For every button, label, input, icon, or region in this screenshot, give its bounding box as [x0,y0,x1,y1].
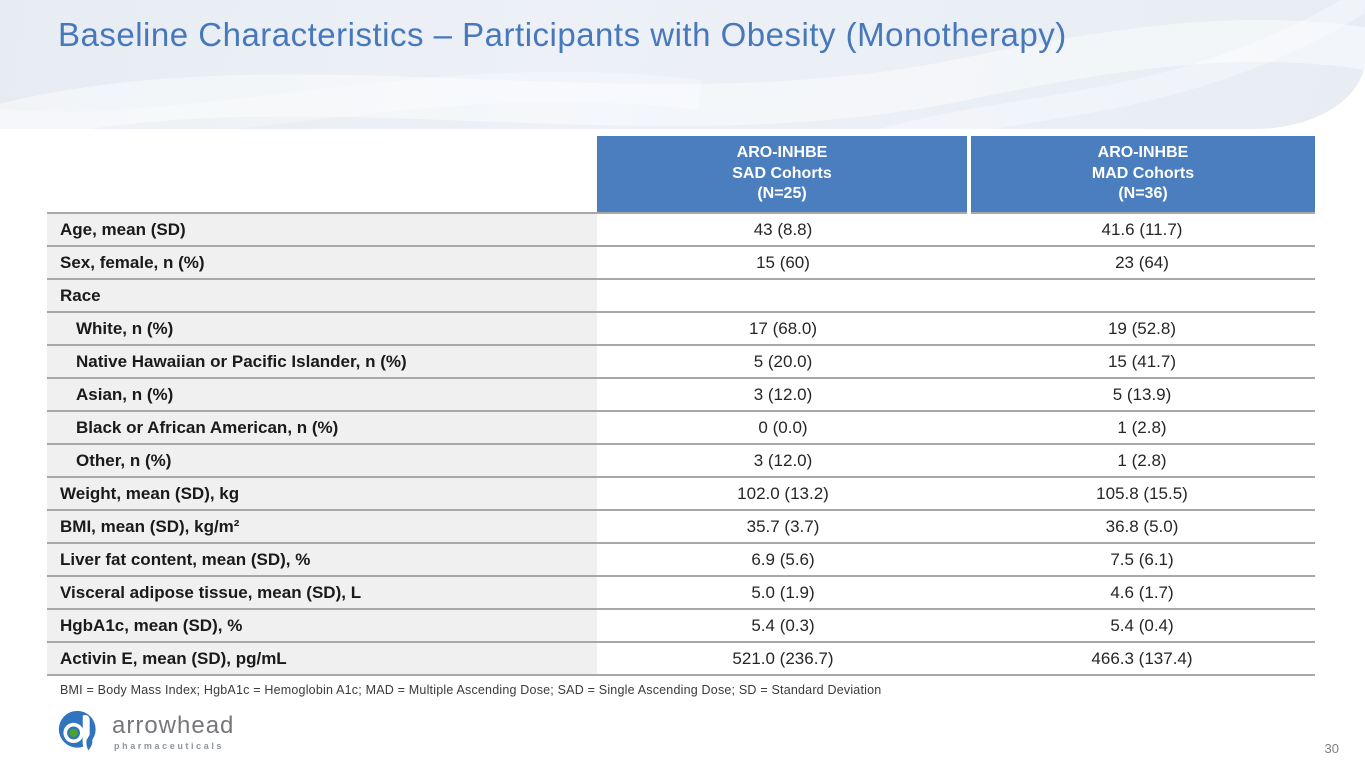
mad-value-cell: 15 (41.7) [969,345,1315,378]
column-header-sad-cohorts: ARO-INHBE SAD Cohorts (N=25) [597,136,969,213]
table-corner-cell [47,136,597,213]
row-label-cell: White, n (%) [47,312,597,345]
abbreviations-footnote: BMI = Body Mass Index; HgbA1c = Hemoglob… [60,683,882,697]
arrowhead-logo: arrowhead pharmaceuticals [57,708,234,756]
table-row: Race [47,279,1315,312]
mad-value-cell: 5.4 (0.4) [969,609,1315,642]
sad-value-cell: 35.7 (3.7) [597,510,969,543]
sad-value-cell: 3 (12.0) [597,444,969,477]
sad-value-cell: 5.4 (0.3) [597,609,969,642]
sad-value-cell [597,279,969,312]
table-row: Black or African American, n (%) 0 (0.0)… [47,411,1315,444]
baseline-characteristics-table: ARO-INHBE SAD Cohorts (N=25) ARO-INHBE M… [47,136,1315,676]
sad-value-cell: 43 (8.8) [597,213,969,246]
table-row: Visceral adipose tissue, mean (SD), L 5.… [47,576,1315,609]
mad-value-cell: 105.8 (15.5) [969,477,1315,510]
header-band [0,0,1365,129]
mad-value-cell: 1 (2.8) [969,444,1315,477]
mad-value-cell: 4.6 (1.7) [969,576,1315,609]
mad-value-cell: 5 (13.9) [969,378,1315,411]
table-row: BMI, mean (SD), kg/m² 35.7 (3.7) 36.8 (5… [47,510,1315,543]
table-row: Asian, n (%) 3 (12.0) 5 (13.9) [47,378,1315,411]
row-label-cell: Sex, female, n (%) [47,246,597,279]
sad-value-cell: 6.9 (5.6) [597,543,969,576]
mad-value-cell: 23 (64) [969,246,1315,279]
arrowhead-logo-icon [58,710,96,752]
table-row: Native Hawaiian or Pacific Islander, n (… [47,345,1315,378]
table-row: Other, n (%) 3 (12.0) 1 (2.8) [47,444,1315,477]
sad-value-cell: 3 (12.0) [597,378,969,411]
sad-value-cell: 521.0 (236.7) [597,642,969,675]
row-label-cell: Native Hawaiian or Pacific Islander, n (… [47,345,597,378]
sad-value-cell: 5.0 (1.9) [597,576,969,609]
table-row: Liver fat content, mean (SD), % 6.9 (5.6… [47,543,1315,576]
sad-value-cell: 5 (20.0) [597,345,969,378]
mad-value-cell [969,279,1315,312]
table-row: White, n (%) 17 (68.0) 19 (52.8) [47,312,1315,345]
table-row: Activin E, mean (SD), pg/mL 521.0 (236.7… [47,642,1315,675]
row-label-cell: Race [47,279,597,312]
sad-value-cell: 0 (0.0) [597,411,969,444]
table-header-row: ARO-INHBE SAD Cohorts (N=25) ARO-INHBE M… [47,136,1315,213]
logo-text: arrowhead pharmaceuticals [112,711,235,751]
row-label-cell: Asian, n (%) [47,378,597,411]
page-number: 30 [1324,741,1339,756]
logo-subtext: pharmaceuticals [114,740,225,751]
row-label-cell: Liver fat content, mean (SD), % [47,543,597,576]
header-swirl-decoration [0,0,1365,129]
row-label-cell: BMI, mean (SD), kg/m² [47,510,597,543]
table-row: Age, mean (SD) 43 (8.8) 41.6 (11.7) [47,213,1315,246]
row-label-cell: Age, mean (SD) [47,213,597,246]
logo-wordmark: arrowhead [112,711,235,739]
mad-value-cell: 466.3 (137.4) [969,642,1315,675]
row-label-cell: Black or African American, n (%) [47,411,597,444]
row-label-cell: Activin E, mean (SD), pg/mL [47,642,597,675]
table-row: Sex, female, n (%) 15 (60) 23 (64) [47,246,1315,279]
mad-value-cell: 19 (52.8) [969,312,1315,345]
mad-value-cell: 7.5 (6.1) [969,543,1315,576]
table-row: HgbA1c, mean (SD), % 5.4 (0.3) 5.4 (0.4) [47,609,1315,642]
table-row: Weight, mean (SD), kg 102.0 (13.2) 105.8… [47,477,1315,510]
column-header-mad-cohorts: ARO-INHBE MAD Cohorts (N=36) [967,136,1315,213]
sad-value-cell: 17 (68.0) [597,312,969,345]
row-label-cell: Visceral adipose tissue, mean (SD), L [47,576,597,609]
row-label-cell: Other, n (%) [47,444,597,477]
sad-value-cell: 15 (60) [597,246,969,279]
row-label-cell: HgbA1c, mean (SD), % [47,609,597,642]
sad-value-cell: 102.0 (13.2) [597,477,969,510]
page-title: Baseline Characteristics – Participants … [58,16,1067,53]
mad-value-cell: 36.8 (5.0) [969,510,1315,543]
mad-value-cell: 1 (2.8) [969,411,1315,444]
row-label-cell: Weight, mean (SD), kg [47,477,597,510]
mad-value-cell: 41.6 (11.7) [969,213,1315,246]
